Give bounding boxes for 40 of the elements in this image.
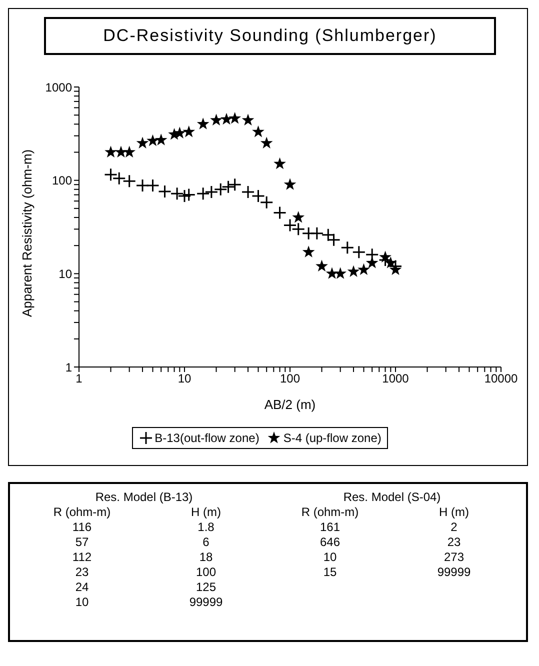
legend-label: S-4 (up-flow zone) bbox=[282, 431, 382, 445]
text: 112 bbox=[71, 550, 93, 564]
text: R (ohm-m) bbox=[52, 505, 112, 519]
x-tick-label: 1 bbox=[76, 372, 83, 386]
y-axis-title: Apparent Resistivity (ohm-m) bbox=[20, 149, 35, 317]
text: 125 bbox=[194, 580, 218, 594]
text: 99999 bbox=[436, 565, 472, 579]
text: 161 bbox=[318, 520, 342, 534]
chart-title: DC-Resistivity Sounding (Shlumberger) bbox=[44, 17, 496, 55]
text: 23 bbox=[446, 535, 462, 549]
legend-label: B-13(out-flow zone) bbox=[154, 431, 260, 445]
text: 10 bbox=[322, 550, 338, 564]
text: 116 bbox=[71, 520, 93, 534]
y-tick-label: 1 bbox=[65, 360, 72, 374]
text: 18 bbox=[198, 550, 214, 564]
text: 273 bbox=[442, 550, 466, 564]
text: Res. Model (S-04) bbox=[342, 490, 442, 504]
text: 15 bbox=[322, 565, 338, 579]
x-tick-label: 100 bbox=[280, 372, 300, 386]
text: 100 bbox=[194, 565, 218, 579]
text: R (ohm-m) bbox=[300, 505, 360, 519]
y-tick-label: 100 bbox=[52, 174, 72, 188]
text: 57 bbox=[74, 535, 90, 549]
text: 646 bbox=[318, 535, 342, 549]
text: H (m) bbox=[438, 505, 470, 519]
x-tick-label: 1000 bbox=[382, 372, 410, 386]
text: 99999 bbox=[188, 595, 224, 609]
text: Res. Model (B-13) bbox=[94, 490, 194, 504]
y-tick-label: 10 bbox=[58, 266, 72, 281]
text: 6 bbox=[202, 535, 210, 549]
x-tick-label: 10 bbox=[178, 372, 192, 386]
text: 1.8 bbox=[196, 520, 216, 534]
text: 23 bbox=[74, 565, 90, 579]
x-axis-title: AB/2 (m) bbox=[264, 397, 316, 412]
text: 24 bbox=[74, 580, 90, 594]
y-tick-label: 1000 bbox=[45, 80, 72, 94]
text: 10 bbox=[74, 595, 90, 609]
text: H (m) bbox=[190, 505, 222, 519]
text: 2 bbox=[450, 520, 458, 534]
x-tick-label: 10000 bbox=[484, 372, 518, 386]
